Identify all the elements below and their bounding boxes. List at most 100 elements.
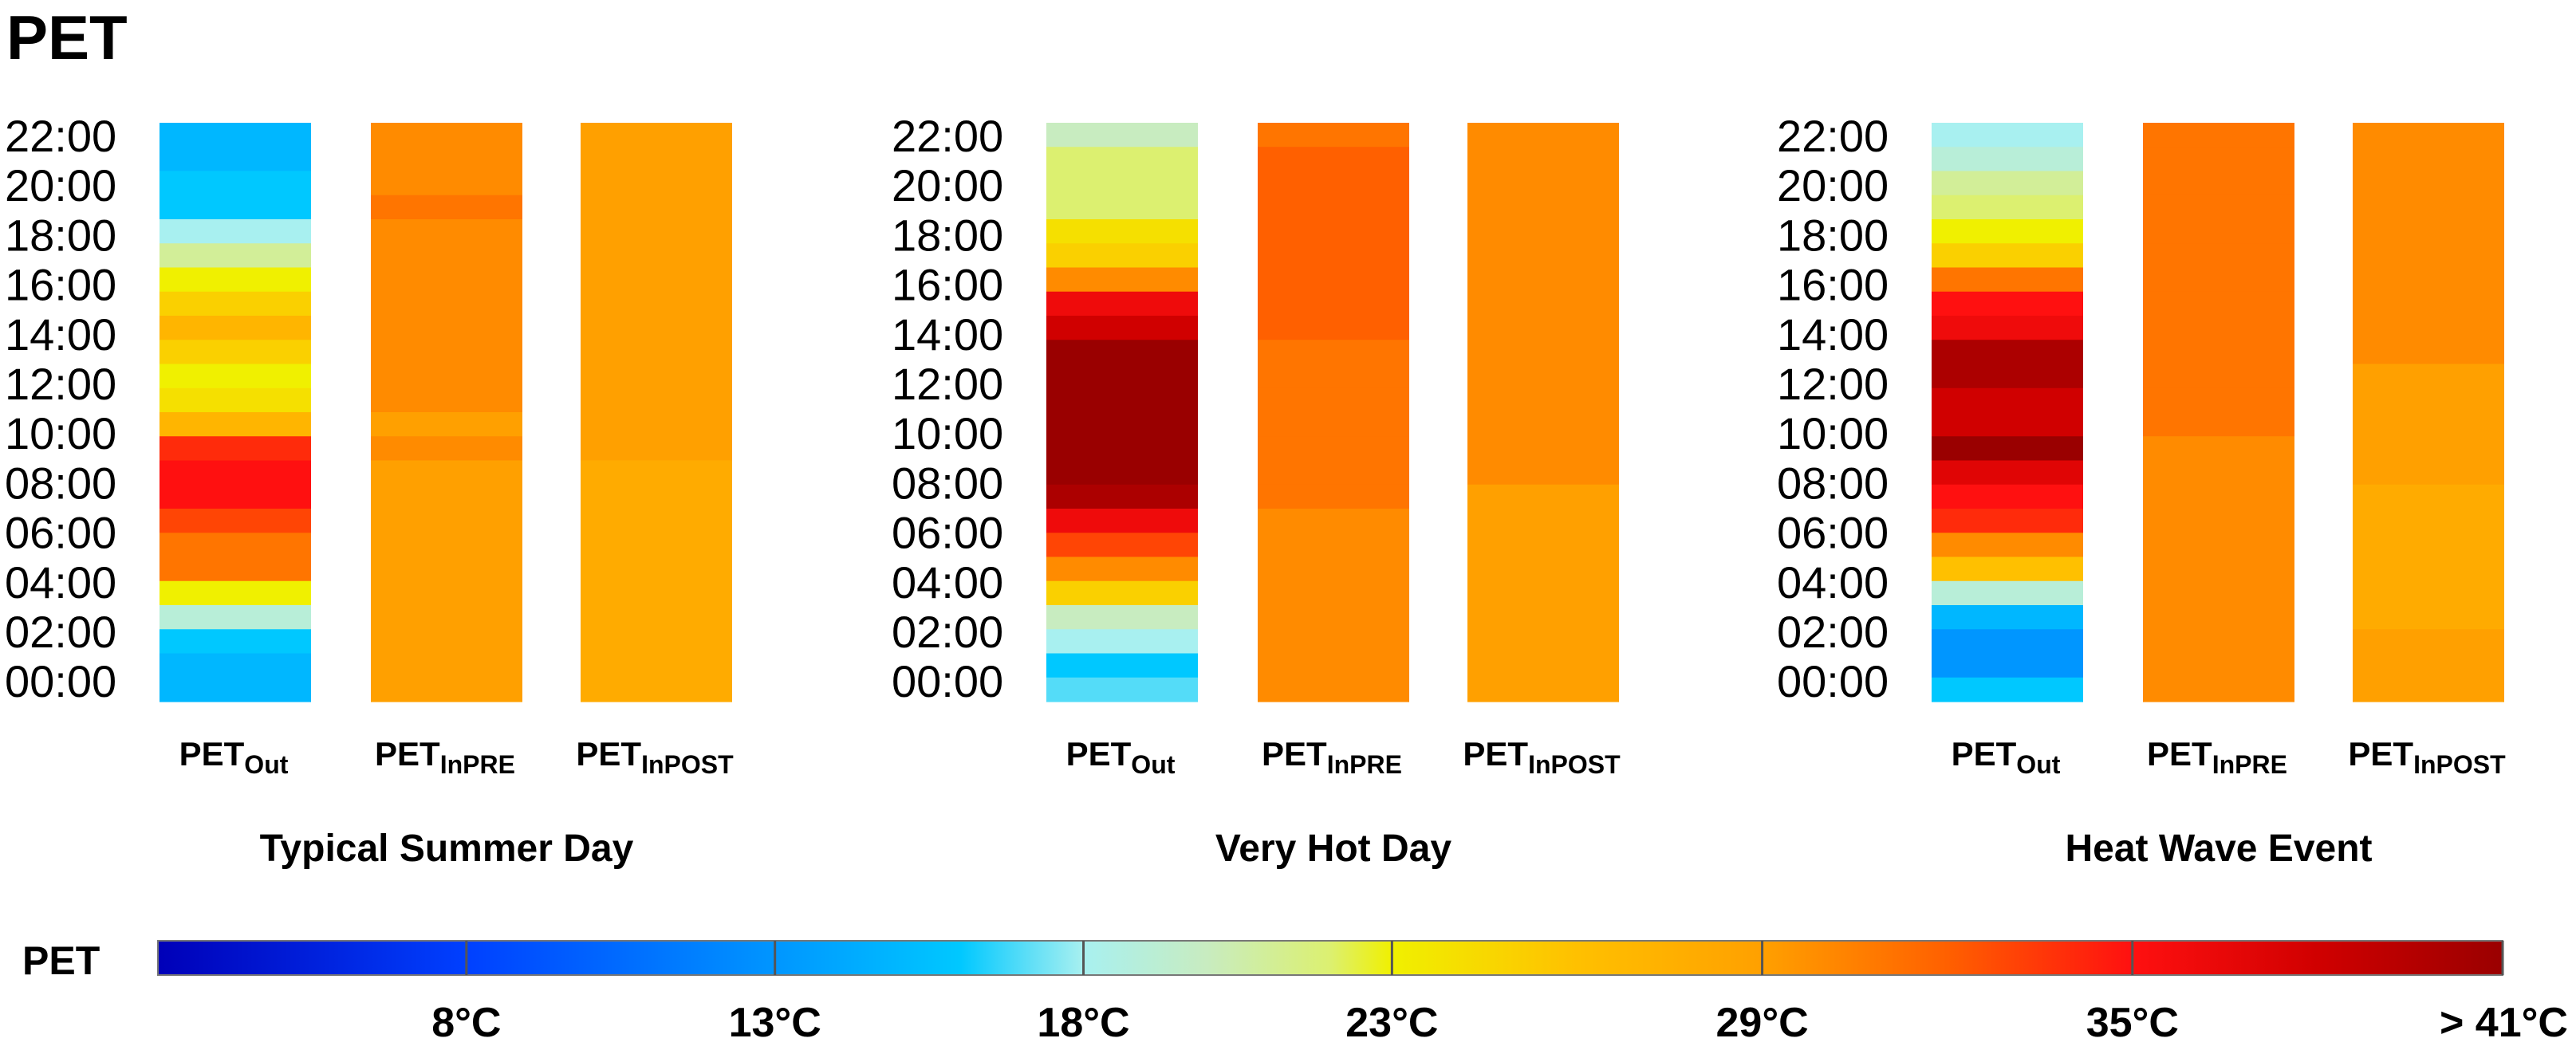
time-tick-label: 06:00 bbox=[892, 508, 1003, 558]
heatmap-cell bbox=[581, 387, 732, 413]
colorbar: PET 8°C 13°C 18°C 23°C 29°C 35°C > 41°C bbox=[22, 938, 2568, 1046]
heatmap-cell bbox=[581, 316, 732, 340]
heatmap-cell bbox=[371, 605, 522, 630]
heatmap-cell bbox=[1046, 387, 1198, 413]
heatmap-cell bbox=[2353, 556, 2504, 582]
heatmap-cell bbox=[371, 147, 522, 172]
heatmap-cell bbox=[160, 509, 311, 533]
heatmap-cell bbox=[160, 412, 311, 437]
heatmap-cell bbox=[160, 219, 311, 244]
heatmap-column-PETInPRE bbox=[1258, 123, 1409, 702]
heatmap-cell bbox=[581, 677, 732, 702]
time-tick-label: 00:00 bbox=[1777, 656, 1889, 706]
heatmap-cell bbox=[371, 677, 522, 702]
heatmap-cell bbox=[1046, 556, 1198, 582]
heatmap-cell bbox=[371, 460, 522, 486]
heatmap-cell bbox=[160, 460, 311, 486]
heatmap-cell bbox=[160, 243, 311, 269]
heatmap-cell bbox=[581, 484, 732, 509]
heatmap-cell bbox=[1046, 533, 1198, 558]
heatmap-cell bbox=[581, 267, 732, 293]
heatmap-cell bbox=[160, 484, 311, 509]
colorbar-tick-label: > 41°C bbox=[2440, 1000, 2568, 1046]
heatmap-cell bbox=[1258, 436, 1409, 462]
heatmap-cell bbox=[1932, 316, 2083, 340]
heatmap-cell bbox=[1258, 460, 1409, 486]
heatmap-cell bbox=[2353, 629, 2504, 655]
heatmap-cell bbox=[1046, 605, 1198, 630]
heatmap-cell bbox=[2143, 629, 2294, 655]
heatmap-column-PETInPRE bbox=[2143, 123, 2294, 702]
heatmap-cell bbox=[581, 460, 732, 486]
heatmap-cell bbox=[2353, 171, 2504, 196]
heatmap-cell bbox=[1258, 219, 1409, 244]
panel-title: Very Hot Day bbox=[1215, 828, 1451, 870]
heatmap-cell bbox=[1932, 387, 2083, 413]
heatmap-cell bbox=[1258, 387, 1409, 413]
heatmap-cell bbox=[2353, 195, 2504, 220]
heatmap-cell bbox=[2353, 316, 2504, 340]
column-label: PETInPOST bbox=[1463, 735, 1621, 779]
heatmap-cell bbox=[1467, 653, 1619, 678]
time-tick-label: 20:00 bbox=[892, 160, 1003, 210]
heatmap-cell bbox=[581, 580, 732, 606]
heatmap-cell bbox=[1258, 653, 1409, 678]
heatmap-column-PETInPOST bbox=[1467, 123, 1619, 702]
heatmap-cell bbox=[1932, 195, 2083, 220]
heatmap-cell bbox=[1467, 484, 1619, 509]
heatmap-cell bbox=[1258, 580, 1409, 606]
column-label: PETInPRE bbox=[1262, 735, 1402, 779]
heatmap-cell bbox=[2143, 412, 2294, 437]
heatmap-cell bbox=[1258, 629, 1409, 655]
colorbar-tick-label: 35°C bbox=[2086, 1000, 2179, 1046]
heatmap-cell bbox=[371, 509, 522, 533]
heatmap-cell bbox=[1258, 412, 1409, 437]
heatmap-cell bbox=[371, 291, 522, 317]
time-tick-label: 22:00 bbox=[892, 111, 1003, 161]
column-label: PETInPOST bbox=[2348, 735, 2506, 779]
heatmap-cell bbox=[2353, 653, 2504, 678]
heatmap-cell bbox=[371, 580, 522, 606]
time-tick-label: 16:00 bbox=[5, 260, 116, 310]
time-tick-label: 16:00 bbox=[1777, 260, 1889, 310]
colorbar-tick-label: 8°C bbox=[431, 1000, 501, 1046]
heatmap-cell bbox=[2143, 243, 2294, 269]
heatmap-cell bbox=[160, 267, 311, 293]
heatmap-cell bbox=[371, 171, 522, 196]
heatmap-cell bbox=[2143, 436, 2294, 462]
heatmap-cell bbox=[1467, 267, 1619, 293]
heatmap-cell bbox=[2353, 291, 2504, 317]
heatmap-cell bbox=[2143, 291, 2294, 317]
time-tick-label: 20:00 bbox=[1777, 160, 1889, 210]
heatmap-cell bbox=[160, 533, 311, 558]
colorbar-tick-label: 29°C bbox=[1715, 1000, 1808, 1046]
heatmap-cell bbox=[1932, 509, 2083, 533]
colorbar-tick-label: 13°C bbox=[729, 1000, 821, 1046]
time-tick-label: 12:00 bbox=[1777, 359, 1889, 409]
heatmap-cell bbox=[371, 556, 522, 582]
heatmap-cell bbox=[1258, 243, 1409, 269]
heatmap-cell bbox=[371, 387, 522, 413]
heatmap-cell bbox=[1467, 291, 1619, 317]
heatmap-cell bbox=[1258, 123, 1409, 147]
heatmap-cell bbox=[1046, 195, 1198, 220]
heatmap-cell bbox=[2353, 509, 2504, 533]
heatmap-cell bbox=[1046, 364, 1198, 389]
heatmap-cell bbox=[2143, 364, 2294, 389]
heatmap-cell bbox=[581, 653, 732, 678]
heatmap-cell bbox=[1046, 460, 1198, 486]
colorbar-tick-label: 18°C bbox=[1037, 1000, 1129, 1046]
heatmap-cell bbox=[371, 364, 522, 389]
time-tick-label: 06:00 bbox=[5, 508, 116, 558]
time-tick-label: 08:00 bbox=[1777, 458, 1889, 508]
heatmap-cell bbox=[1046, 436, 1198, 462]
heatmap-cell bbox=[2353, 123, 2504, 147]
heatmap-cell bbox=[1932, 364, 2083, 389]
time-tick-label: 16:00 bbox=[892, 260, 1003, 310]
heatmap-cell bbox=[2143, 195, 2294, 220]
heatmap-cell bbox=[2143, 316, 2294, 340]
time-tick-label: 02:00 bbox=[5, 607, 116, 657]
heatmap-cell bbox=[1467, 243, 1619, 269]
heatmap-cell bbox=[2143, 387, 2294, 413]
heatmap-cell bbox=[1046, 340, 1198, 365]
